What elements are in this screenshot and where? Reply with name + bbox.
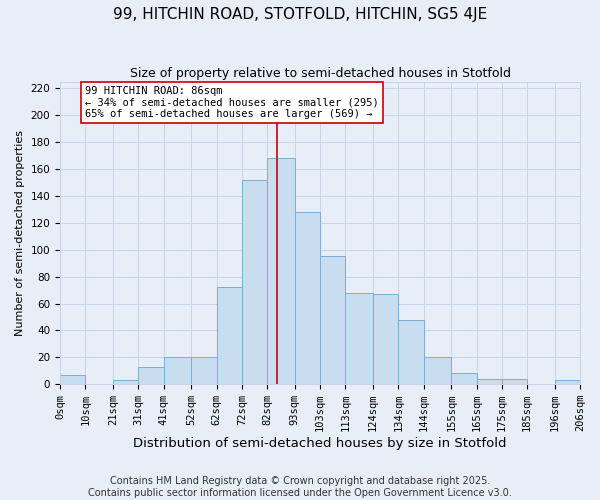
- Bar: [451, 374, 476, 384]
- Bar: [217, 288, 242, 384]
- Bar: [373, 294, 398, 384]
- Bar: [191, 358, 217, 384]
- Bar: [320, 256, 345, 384]
- Title: Size of property relative to semi-detached houses in Stotfold: Size of property relative to semi-detach…: [130, 68, 511, 80]
- Bar: [60, 375, 85, 384]
- X-axis label: Distribution of semi-detached houses by size in Stotfold: Distribution of semi-detached houses by …: [133, 437, 507, 450]
- Text: Contains HM Land Registry data © Crown copyright and database right 2025.
Contai: Contains HM Land Registry data © Crown c…: [88, 476, 512, 498]
- Bar: [424, 358, 451, 384]
- Bar: [113, 380, 138, 384]
- Bar: [345, 293, 373, 384]
- Bar: [502, 379, 527, 384]
- Y-axis label: Number of semi-detached properties: Number of semi-detached properties: [15, 130, 25, 336]
- Bar: [267, 158, 295, 384]
- Bar: [164, 358, 191, 384]
- Text: 99 HITCHIN ROAD: 86sqm
← 34% of semi-detached houses are smaller (295)
65% of se: 99 HITCHIN ROAD: 86sqm ← 34% of semi-det…: [85, 86, 379, 119]
- Bar: [476, 379, 502, 384]
- Bar: [555, 380, 580, 384]
- Bar: [242, 180, 267, 384]
- Bar: [138, 366, 164, 384]
- Text: 99, HITCHIN ROAD, STOTFOLD, HITCHIN, SG5 4JE: 99, HITCHIN ROAD, STOTFOLD, HITCHIN, SG5…: [113, 8, 487, 22]
- Bar: [295, 212, 320, 384]
- Bar: [398, 320, 424, 384]
